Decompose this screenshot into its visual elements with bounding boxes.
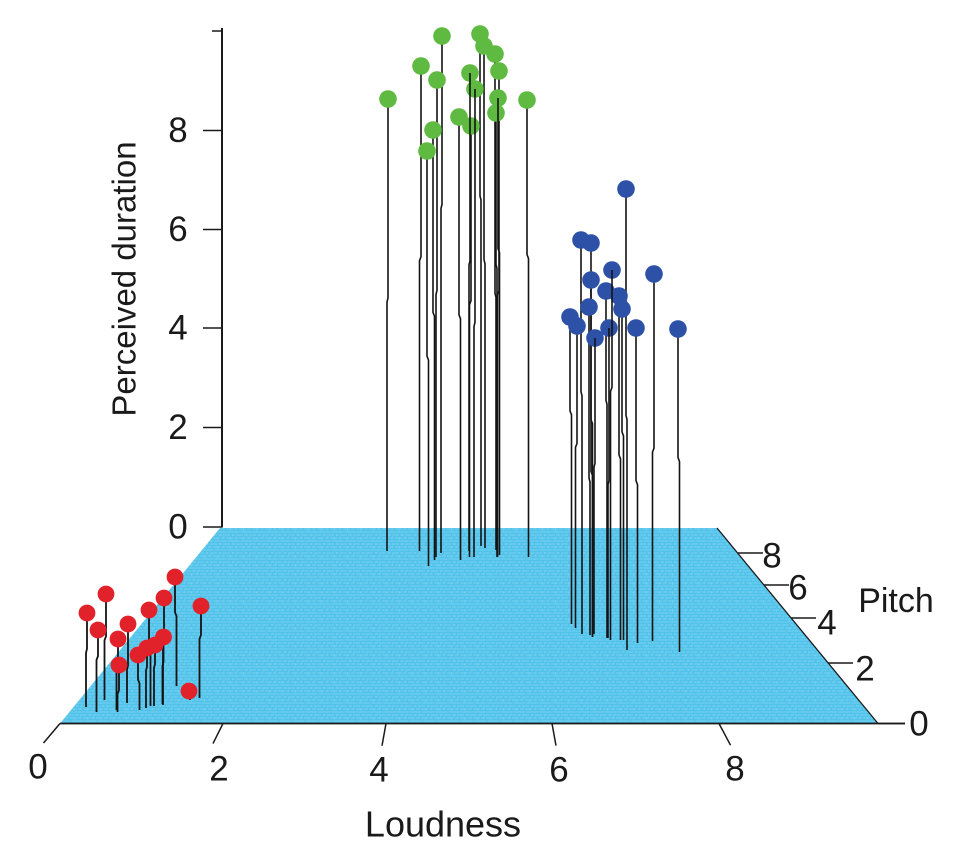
svg-text:2: 2: [168, 408, 187, 447]
svg-text:0: 0: [909, 705, 928, 744]
svg-text:4: 4: [817, 604, 836, 643]
svg-text:0: 0: [28, 748, 47, 787]
svg-text:Pitch: Pitch: [858, 582, 934, 620]
svg-text:Loudness: Loudness: [365, 804, 521, 845]
svg-text:6: 6: [168, 210, 187, 249]
svg-text:Perceived duration: Perceived duration: [106, 141, 143, 416]
svg-text:8: 8: [762, 537, 781, 576]
svg-text:2: 2: [209, 750, 228, 789]
svg-text:4: 4: [168, 309, 187, 348]
svg-text:8: 8: [168, 111, 187, 150]
svg-text:2: 2: [855, 650, 874, 689]
svg-text:6: 6: [549, 751, 568, 790]
svg-text:0: 0: [168, 508, 187, 547]
svg-text:4: 4: [369, 751, 388, 790]
svg-text:8: 8: [725, 750, 744, 789]
svg-text:6: 6: [788, 569, 807, 608]
